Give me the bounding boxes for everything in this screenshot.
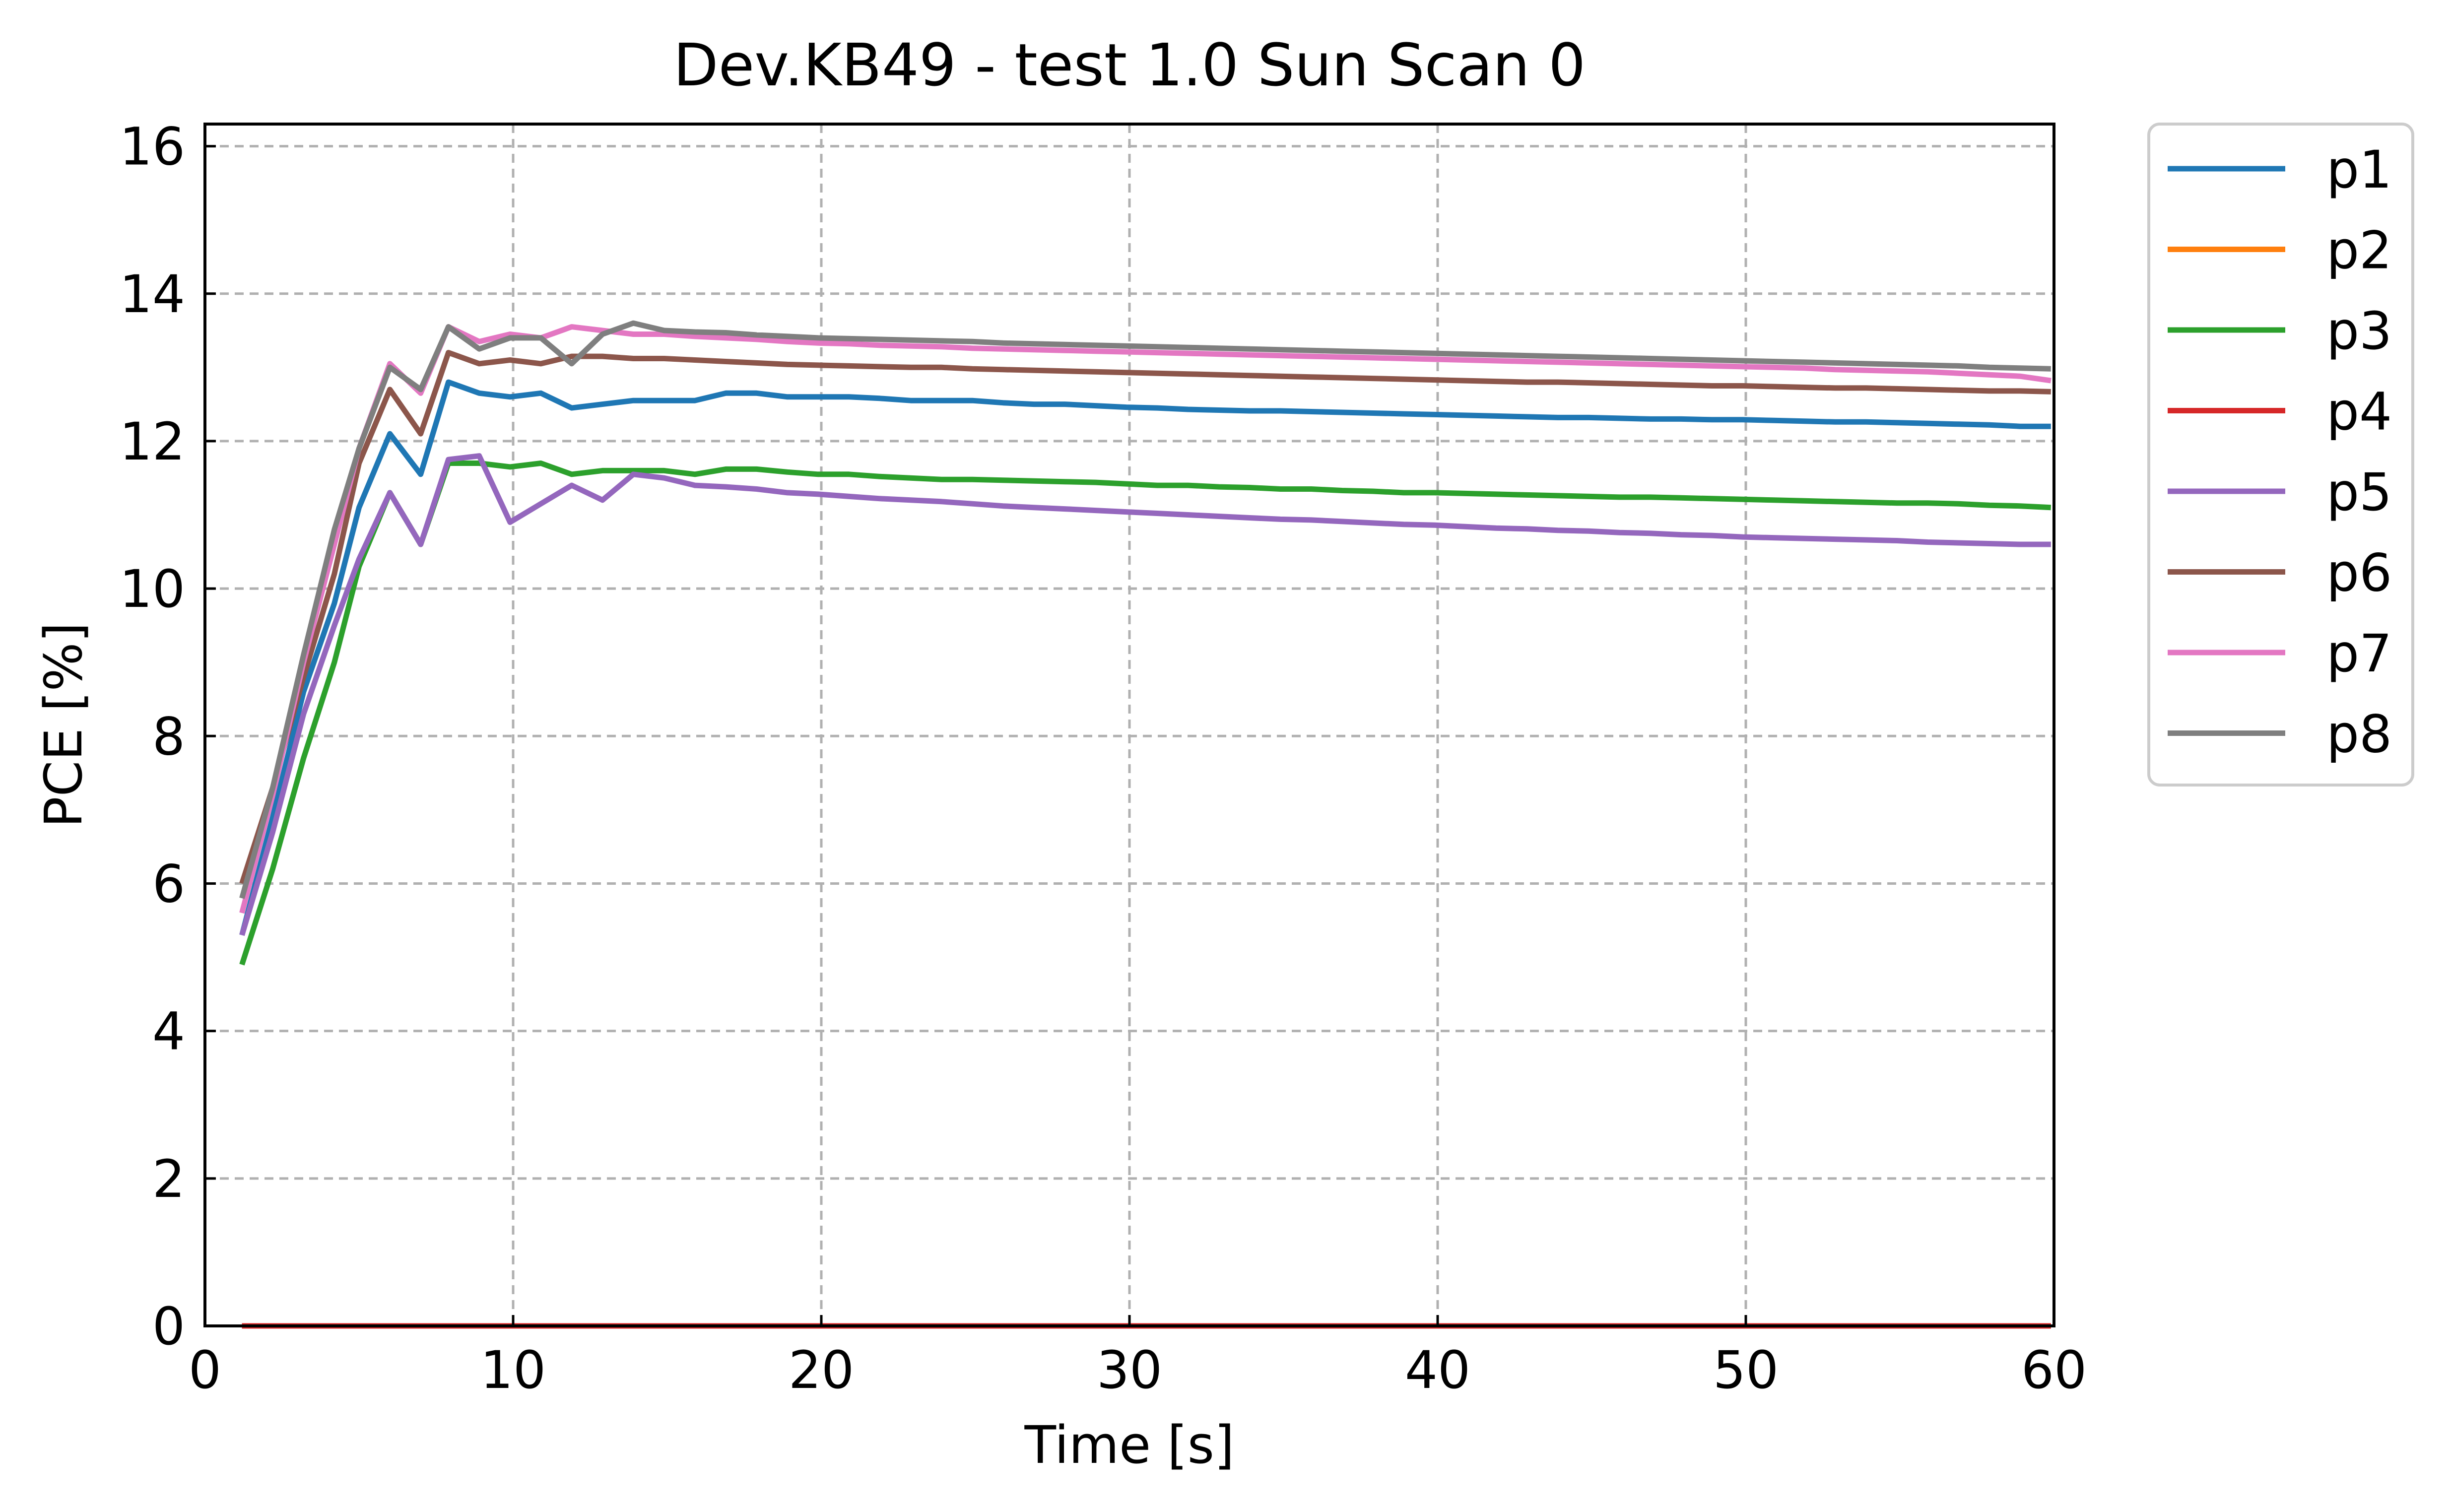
legend-item-p3: p3: [2168, 301, 2392, 361]
x-tick-label: 30: [1097, 1340, 1162, 1400]
legend-item-p1: p1: [2168, 139, 2392, 200]
x-tick-label: 20: [789, 1340, 854, 1400]
x-axis-label: Time [s]: [1024, 1415, 1235, 1475]
legend-label-p4: p4: [2326, 382, 2392, 442]
y-axis-label: PCE [%]: [33, 622, 94, 828]
x-tick-label: 40: [1405, 1340, 1470, 1400]
legend-label-p1: p1: [2326, 139, 2392, 200]
legend-label-p6: p6: [2326, 543, 2392, 603]
legend-item-p7: p7: [2168, 623, 2392, 684]
y-tick-label: 12: [120, 411, 185, 472]
y-tick-label: 2: [152, 1149, 185, 1209]
grid-lines: [205, 124, 2054, 1326]
y-tick-label: 16: [120, 117, 185, 177]
series-line-p1: [239, 379, 2051, 936]
series-line-p6: [239, 350, 2051, 885]
x-tick-label: 0: [189, 1340, 221, 1400]
legend: p1 p2 p3 p4 p5 p6 p7 p8: [2147, 123, 2414, 787]
x-tick-label: 10: [480, 1340, 546, 1400]
chart-title: Dev.KB49 - test 1.0 Sun Scan 0: [673, 31, 1586, 99]
y-tick-label: 8: [152, 706, 185, 767]
legend-label-p7: p7: [2326, 623, 2392, 684]
legend-item-p5: p5: [2168, 462, 2392, 523]
y-tick-label: 0: [152, 1296, 185, 1357]
legend-label-p3: p3: [2326, 301, 2392, 361]
x-tick-label: 60: [2021, 1340, 2087, 1400]
axis-ticks: 0 10 20 30 40 50 60 0 2 4 6 8 10 12 14 16: [120, 117, 2087, 1400]
y-tick-label: 4: [152, 1001, 185, 1062]
series-line-p3: [239, 460, 2052, 966]
legend-item-p4: p4: [2168, 382, 2392, 442]
y-tick-label: 14: [120, 264, 185, 325]
legend-label-p8: p8: [2326, 704, 2392, 765]
legend-item-p6: p6: [2168, 543, 2392, 603]
legend-item-p8: p8: [2168, 704, 2392, 765]
series-line-p8: [239, 320, 2051, 899]
x-tick-label: 50: [1713, 1340, 1779, 1400]
legend-label-p5: p5: [2326, 462, 2392, 523]
y-tick-label: 6: [152, 854, 185, 914]
legend-item-p2: p2: [2168, 220, 2392, 281]
legend-label-p2: p2: [2326, 220, 2392, 281]
y-tick-label: 10: [120, 559, 185, 619]
series-line-p5: [239, 453, 2051, 936]
legend-frame: [2147, 123, 2414, 787]
